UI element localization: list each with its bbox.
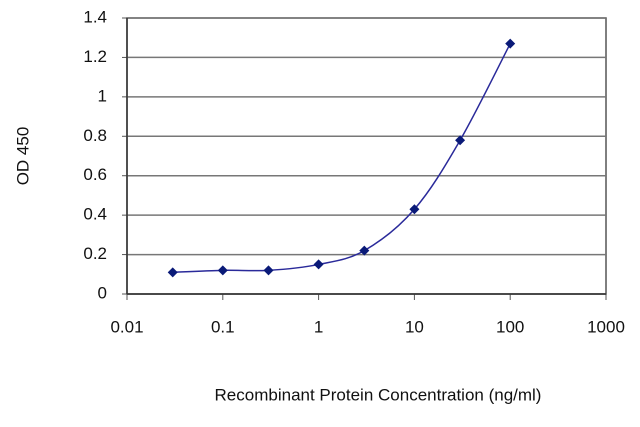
data-point	[217, 265, 228, 276]
data-point	[409, 204, 420, 215]
y-tick-label: 1	[98, 86, 107, 105]
y-tick-label: 1.2	[83, 47, 107, 66]
y-tick-label: 0.4	[83, 205, 107, 224]
data-point	[263, 265, 274, 276]
y-tick-label: 1.4	[83, 7, 107, 26]
x-tick-label: 10	[405, 317, 424, 336]
data-point	[313, 259, 324, 270]
y-tick-label: 0.2	[83, 244, 107, 263]
x-tick-label: 0.1	[211, 317, 235, 336]
y-tick-label: 0	[98, 283, 107, 302]
y-tick-label: 0.6	[83, 165, 107, 184]
x-tick-label: 1	[314, 317, 323, 336]
data-point	[455, 135, 466, 146]
x-tick-label: 0.01	[110, 317, 143, 336]
x-tick-label: 100	[496, 317, 524, 336]
y-axis-label: OD 450	[13, 127, 32, 186]
data-point	[505, 38, 516, 49]
x-axis-label: Recombinant Protein Concentration (ng/ml…	[215, 385, 542, 404]
data-point	[359, 245, 370, 256]
data-point	[167, 267, 178, 278]
y-tick-label: 0.8	[83, 126, 107, 145]
x-tick-label: 1000	[587, 317, 625, 336]
